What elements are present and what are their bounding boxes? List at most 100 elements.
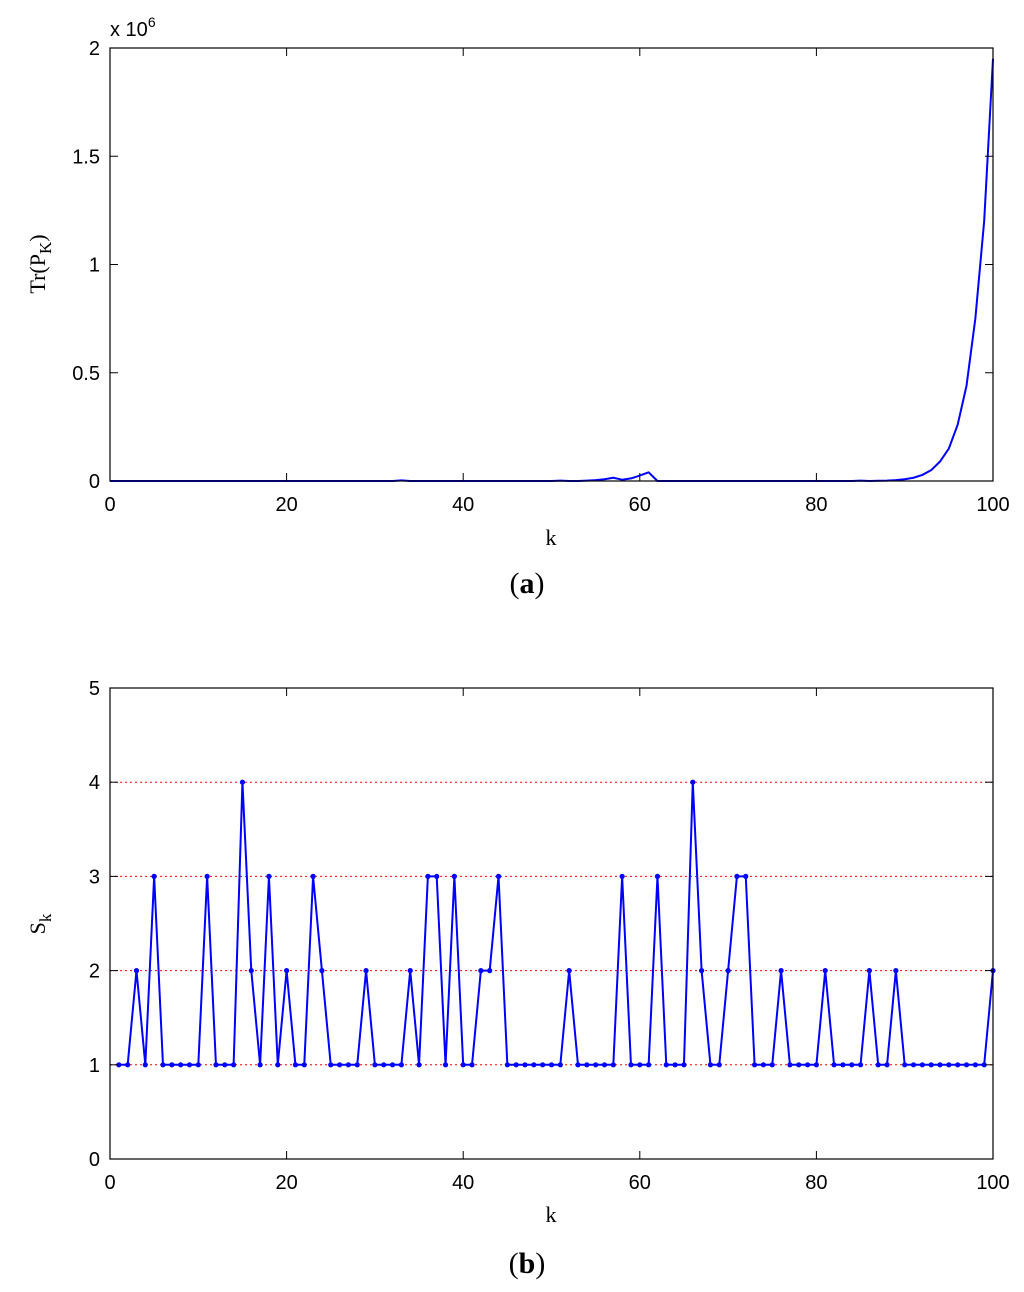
- x-tick-label: 60: [629, 1172, 651, 1194]
- y-tick-label: 1: [89, 255, 100, 277]
- data-point: [195, 1062, 201, 1068]
- data-point: [593, 1062, 599, 1068]
- panel-b: 0 20 40 60 80 100 0 1 2 3 4 5 k Sk (b): [25, 678, 1010, 1280]
- y-tick-label: 3: [89, 866, 100, 888]
- data-point: [531, 1062, 537, 1068]
- data-point: [275, 1062, 281, 1068]
- data-point: [248, 968, 254, 974]
- data-point: [169, 1062, 175, 1068]
- data-point: [345, 1062, 352, 1068]
- x-tick-label: 20: [275, 494, 297, 516]
- data-point: [734, 873, 740, 880]
- data-point: [354, 1062, 360, 1068]
- data-point: [690, 779, 696, 785]
- data-point: [133, 968, 140, 974]
- x-tick-label: 40: [452, 494, 474, 516]
- data-point: [610, 1062, 616, 1068]
- series-line: [118, 781, 994, 1066]
- data-point: [336, 1062, 343, 1068]
- y-axis-label-b: Sk: [25, 913, 55, 934]
- data-point: [902, 1062, 908, 1068]
- data-point: [301, 1062, 307, 1068]
- data-point: [478, 968, 484, 974]
- data-point: [910, 1062, 917, 1068]
- data-point: [840, 1062, 846, 1068]
- x-axis-label-a: k: [546, 525, 557, 550]
- data-point: [575, 1062, 581, 1068]
- data-point: [760, 1062, 767, 1068]
- data-point: [822, 968, 828, 974]
- data-point: [495, 873, 502, 880]
- x-tick-label: 40: [452, 1172, 474, 1194]
- data-point: [619, 873, 625, 880]
- data-point: [663, 1062, 669, 1068]
- data-point: [442, 1062, 449, 1068]
- y-tick-label: 0: [89, 1149, 100, 1171]
- data-point: [716, 1062, 722, 1068]
- data-point: [310, 873, 316, 880]
- x-tick-label: 0: [104, 494, 115, 516]
- data-point: [451, 873, 457, 880]
- data-point: [707, 1062, 714, 1068]
- data-point: [522, 1062, 528, 1068]
- data-point: [804, 1062, 811, 1068]
- data-point: [637, 1062, 643, 1068]
- data-point: [160, 1062, 166, 1068]
- y-tick-label: 2: [89, 961, 100, 983]
- data-point: [513, 1062, 519, 1068]
- data-point: [919, 1062, 925, 1068]
- data-point: [601, 1062, 608, 1068]
- data-point: [319, 968, 325, 974]
- data-point: [831, 1062, 837, 1068]
- data-point: [557, 1062, 563, 1068]
- x-tick-label: 60: [629, 494, 651, 516]
- plot-frame-b: [109, 687, 994, 1160]
- y-tick-label: 1.5: [72, 146, 100, 168]
- data-point: [646, 1062, 652, 1068]
- data-point: [849, 1062, 855, 1068]
- y-tick-label: 0.5: [72, 363, 100, 385]
- data-point: [389, 1062, 396, 1068]
- plot-frame-a: [109, 47, 994, 482]
- y-tick-label: 5: [89, 678, 100, 700]
- y-tick-label: 1: [89, 1055, 100, 1077]
- data-point: [769, 1062, 775, 1068]
- x-tick-label: 80: [805, 494, 827, 516]
- data-point: [796, 1062, 802, 1068]
- data-point: [893, 968, 899, 974]
- data-point: [257, 1062, 263, 1068]
- x-axis-label-b: k: [546, 1202, 557, 1227]
- data-point: [151, 873, 157, 880]
- data-point: [178, 1062, 184, 1068]
- x-tick-label: 80: [805, 1172, 827, 1194]
- caption-a: (a): [510, 567, 545, 600]
- caption-b: (b): [509, 1247, 546, 1280]
- data-point: [434, 873, 440, 880]
- data-point: [116, 1062, 122, 1068]
- y-multiplier: x 106: [110, 14, 156, 41]
- data-point: [328, 1062, 334, 1068]
- data-point: [381, 1062, 387, 1068]
- data-point: [751, 1062, 758, 1068]
- data-point: [725, 968, 731, 974]
- data-point: [398, 1062, 404, 1068]
- data-point: [416, 1062, 422, 1068]
- x-tick-label: 100: [976, 1172, 1009, 1194]
- data-point: [928, 1062, 934, 1068]
- data-point: [566, 968, 572, 974]
- data-point: [972, 1062, 978, 1068]
- data-point: [372, 1062, 378, 1068]
- data-point: [778, 968, 784, 974]
- data-point: [469, 1062, 475, 1068]
- data-point: [363, 968, 369, 974]
- data-point: [213, 1062, 219, 1068]
- data-point: [681, 1062, 687, 1068]
- data-point: [584, 1062, 590, 1068]
- data-point: [239, 779, 246, 785]
- data-point: [487, 968, 493, 974]
- data-point: [222, 1062, 228, 1068]
- data-point: [813, 1062, 820, 1068]
- y-tick-label: 4: [89, 772, 100, 794]
- data-point: [857, 1062, 864, 1068]
